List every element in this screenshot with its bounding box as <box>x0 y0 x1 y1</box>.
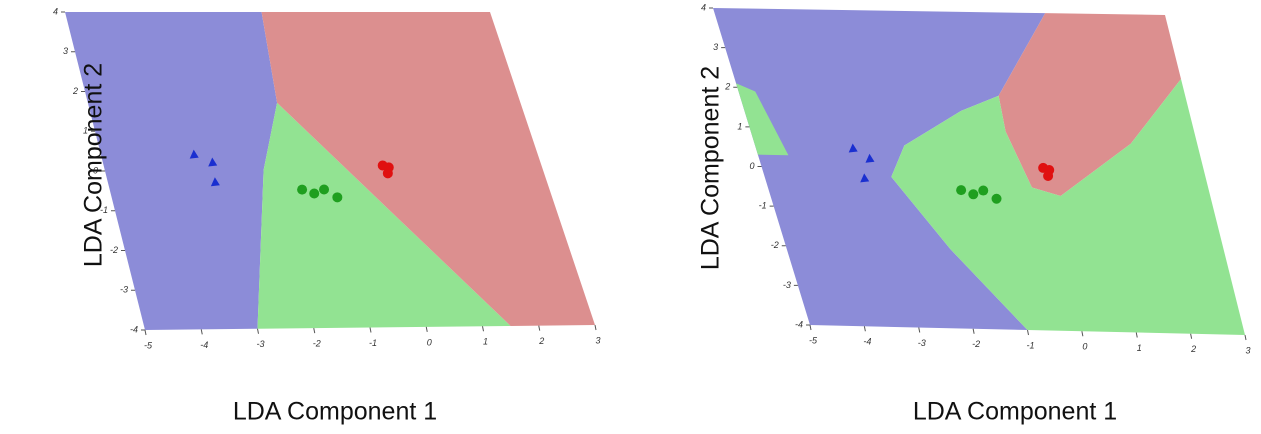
x-tick <box>369 327 372 333</box>
x-tick <box>1244 334 1247 341</box>
x-tick-label: -4 <box>200 340 208 350</box>
x-tick-label: 2 <box>1190 344 1196 354</box>
y-tick-label: 4 <box>53 6 58 16</box>
decision-region <box>257 102 511 329</box>
y-tick-label: 4 <box>701 2 706 12</box>
x-tick-label: 3 <box>1245 345 1250 355</box>
point <box>383 162 394 173</box>
x-tick <box>809 324 812 331</box>
x-tick-label: -3 <box>918 338 926 348</box>
y-axis-title: LDA Component 2 <box>80 63 108 267</box>
decision-region <box>891 79 1245 335</box>
x-axis-title: LDA Component 1 <box>233 398 437 426</box>
point <box>968 189 979 200</box>
x-tick <box>1190 333 1193 339</box>
y-tick-label: 3 <box>713 42 718 52</box>
x-tick-label: -3 <box>256 339 264 349</box>
x-tick <box>313 328 316 334</box>
x-tick-label: 3 <box>595 335 600 345</box>
x-tick-label: -5 <box>809 335 818 345</box>
x-tick-label: 0 <box>1082 342 1087 352</box>
point <box>1044 165 1055 176</box>
x-tick <box>1027 329 1029 336</box>
y-tick-label: 0 <box>93 165 98 175</box>
x-tick-label: 1 <box>1137 343 1142 353</box>
decision-region <box>65 12 278 330</box>
point <box>956 185 967 196</box>
x-tick <box>1135 332 1138 338</box>
decision-region <box>713 8 1046 330</box>
y-tick-label: -3 <box>783 280 791 290</box>
x-tick <box>918 327 921 333</box>
point <box>189 149 199 159</box>
y-tick-label: -4 <box>795 319 803 329</box>
x-tick-label: -1 <box>369 338 377 348</box>
point <box>978 185 989 196</box>
point <box>865 153 875 163</box>
point <box>309 188 320 199</box>
point <box>991 193 1002 204</box>
decision-region <box>261 12 595 326</box>
point <box>208 157 218 167</box>
x-tick <box>425 326 428 332</box>
point <box>848 143 858 153</box>
y-tick-label: -2 <box>110 245 118 255</box>
decision-region <box>998 13 1181 197</box>
y-axis-title: LDA Component 2 <box>697 66 725 270</box>
x-tick <box>200 329 203 335</box>
x-tick <box>594 324 597 331</box>
x-tick <box>863 326 866 332</box>
x-tick-label: -5 <box>144 340 153 350</box>
y-tick-label: 2 <box>72 86 78 96</box>
y-tick-label: -2 <box>771 240 779 250</box>
y-tick-label: -4 <box>130 324 138 334</box>
y-tick-label: -3 <box>120 285 128 295</box>
x-tick-label: -2 <box>313 339 321 349</box>
decision-region <box>736 83 789 156</box>
x-tick <box>144 329 147 336</box>
x-tick-label: 2 <box>538 336 544 346</box>
x-tick <box>482 326 484 332</box>
x-tick <box>257 328 259 334</box>
point <box>210 177 220 187</box>
x-axis-title: LDA Component 1 <box>913 398 1117 426</box>
x-tick-label: -2 <box>972 339 980 349</box>
x-tick <box>1081 331 1084 337</box>
y-tick-label: 1 <box>83 126 88 136</box>
x-tick <box>972 328 975 334</box>
point <box>319 184 330 195</box>
y-tick-label: -1 <box>100 205 108 215</box>
y-tick-label: 2 <box>724 82 730 92</box>
y-tick-label: 3 <box>63 46 68 56</box>
point <box>332 192 343 203</box>
x-tick-label: -4 <box>863 337 871 347</box>
x-tick-label: 1 <box>483 337 488 347</box>
x-tick <box>538 325 541 331</box>
y-tick-label: -1 <box>759 201 767 211</box>
point <box>297 184 308 195</box>
y-tick-label: 1 <box>737 121 742 131</box>
y-tick-label: 0 <box>749 161 754 171</box>
x-tick-label: 0 <box>427 337 432 347</box>
x-tick-label: -1 <box>1026 340 1034 350</box>
point <box>860 173 870 183</box>
